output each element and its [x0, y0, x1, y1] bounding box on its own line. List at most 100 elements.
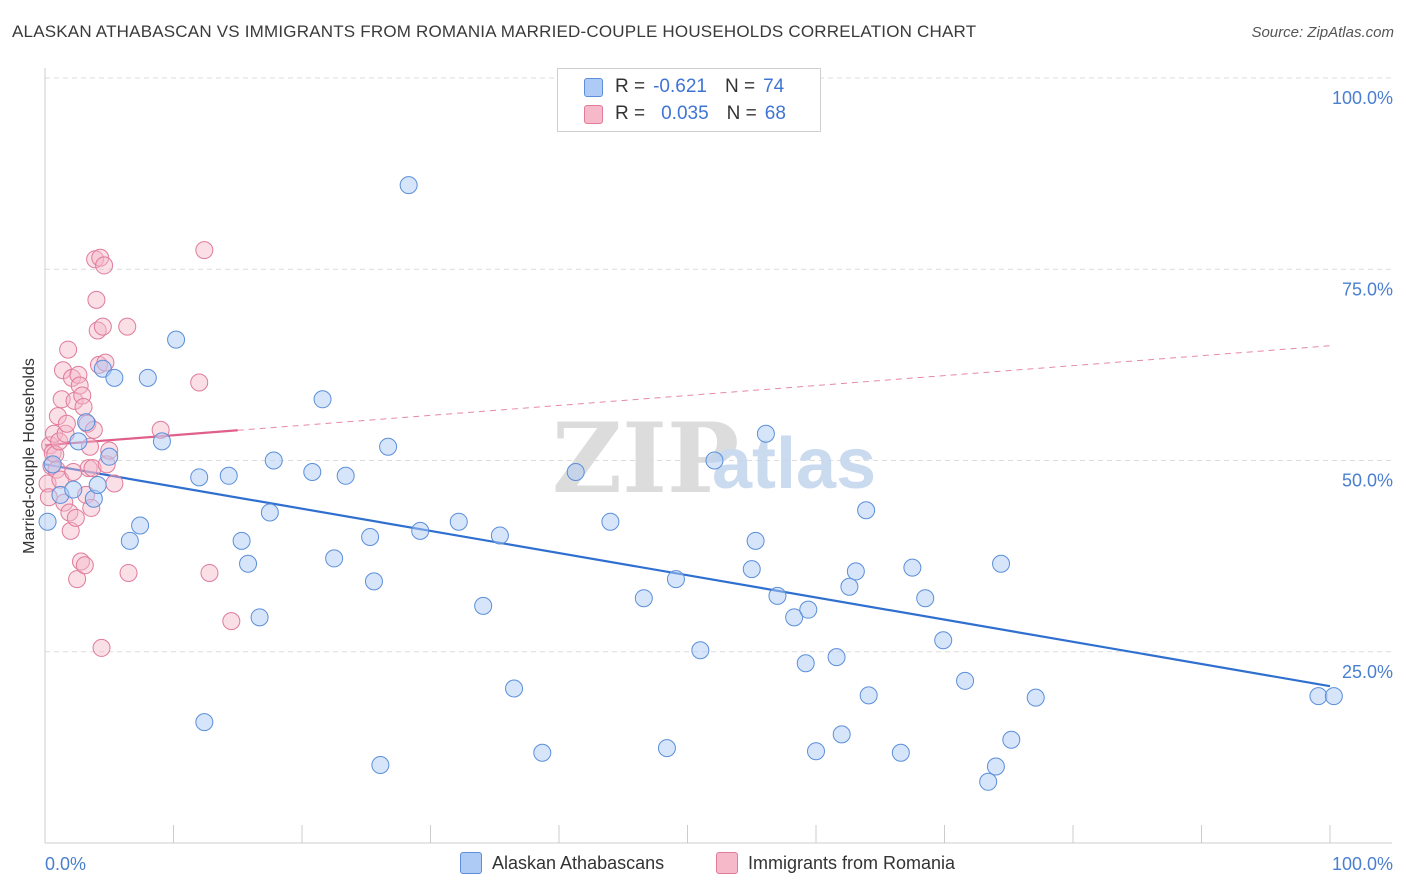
point-athabascan — [195, 713, 214, 732]
point-athabascan — [411, 521, 430, 540]
point-romania — [95, 256, 114, 275]
point-romania — [119, 563, 138, 582]
watermark: ZIP atlas — [552, 402, 876, 515]
legend-swatch-pink — [584, 104, 603, 124]
point-romania — [52, 390, 71, 409]
point-athabascan — [533, 743, 552, 762]
point-athabascan — [100, 447, 119, 466]
point-athabascan — [992, 554, 1011, 573]
legend-row-romania: R = 0.035 N = 68 — [584, 102, 786, 126]
series-legend-romania[interactable]: Immigrants from Romania — [716, 852, 955, 874]
point-athabascan — [336, 466, 355, 485]
point-athabascan — [190, 468, 209, 487]
point-romania — [93, 317, 112, 336]
point-athabascan — [859, 686, 878, 705]
y-axis-label: Married-couple Households — [21, 358, 38, 554]
point-romania — [66, 508, 85, 527]
source-credit: Source: ZipAtlas.com — [1251, 24, 1394, 41]
series-swatch-blue — [460, 852, 482, 874]
point-romania — [48, 407, 67, 426]
point-romania — [79, 459, 98, 478]
point-athabascan — [77, 413, 96, 432]
point-athabascan — [857, 501, 876, 520]
point-athabascan — [399, 176, 418, 195]
point-athabascan — [601, 512, 620, 531]
point-romania — [75, 556, 94, 575]
point-athabascan — [260, 503, 279, 522]
point-athabascan — [38, 512, 57, 531]
point-athabascan — [474, 596, 493, 615]
point-athabascan — [916, 589, 935, 608]
legend-r-label: R = — [615, 103, 646, 124]
point-athabascan — [634, 589, 653, 608]
point-athabascan — [666, 570, 685, 589]
legend-r-value: 0.035 — [661, 103, 709, 124]
chart-title: ALASKAN ATHABASCAN VS IMMIGRANTS FROM RO… — [12, 22, 977, 41]
point-athabascan — [88, 475, 107, 494]
point-athabascan — [934, 631, 953, 650]
point-athabascan — [756, 424, 775, 443]
point-athabascan — [566, 462, 585, 481]
point-athabascan — [371, 755, 390, 774]
point-athabascan — [167, 330, 186, 349]
point-romania — [73, 386, 92, 405]
point-athabascan — [891, 743, 910, 762]
point-athabascan — [785, 608, 804, 627]
point-athabascan — [131, 516, 150, 535]
point-athabascan — [1002, 730, 1021, 749]
point-athabascan — [505, 679, 524, 698]
point-athabascan — [903, 558, 922, 577]
point-athabascan — [219, 466, 238, 485]
point-athabascan — [705, 451, 724, 470]
series-legend-athabascan[interactable]: Alaskan Athabascans — [460, 852, 664, 874]
point-romania — [222, 612, 241, 631]
point-athabascan — [827, 648, 846, 667]
x-tick-label: 0.0% — [45, 854, 86, 874]
watermark-atlas: atlas — [712, 424, 876, 504]
point-athabascan — [105, 368, 124, 387]
point-romania — [64, 462, 83, 481]
series-label-romania: Immigrants from Romania — [748, 852, 956, 873]
point-athabascan — [768, 586, 787, 605]
y-tick-label: 25.0% — [1342, 662, 1393, 682]
trend-layer — [44, 345, 1331, 688]
point-romania — [83, 459, 102, 478]
point-romania — [195, 241, 214, 260]
y-tick-label: 50.0% — [1342, 471, 1393, 491]
point-athabascan — [832, 725, 851, 744]
point-athabascan — [691, 641, 710, 660]
point-athabascan — [313, 390, 332, 409]
point-athabascan — [657, 739, 676, 758]
point-romania — [190, 373, 209, 392]
point-athabascan — [250, 608, 269, 627]
point-romania — [92, 638, 111, 657]
point-romania — [105, 474, 124, 493]
point-athabascan — [799, 600, 818, 619]
point-romania — [68, 570, 87, 589]
series-legend: Alaskan Athabascans Immigrants from Roma… — [0, 852, 1406, 878]
legend-r-value: -0.621 — [653, 76, 707, 97]
point-athabascan — [840, 577, 859, 596]
point-athabascan — [986, 757, 1005, 776]
point-athabascan — [956, 671, 975, 690]
point-athabascan — [69, 432, 88, 451]
y-tick-label: 75.0% — [1342, 279, 1393, 299]
point-athabascan — [449, 512, 468, 531]
point-athabascan — [64, 480, 83, 499]
legend-n-value: 68 — [764, 103, 786, 124]
legend-n-label: N = — [726, 103, 757, 124]
point-athabascan — [742, 560, 761, 579]
point-athabascan — [364, 572, 383, 591]
legend-row-athabascan: R = -0.621 N = 74 — [584, 75, 784, 99]
point-athabascan — [325, 549, 344, 568]
y-tick-label: 100.0% — [1332, 88, 1393, 108]
series-swatch-pink — [716, 852, 738, 874]
trend-line-romania-dashed — [237, 345, 1331, 431]
point-romania — [57, 414, 76, 433]
point-athabascan — [1324, 687, 1343, 706]
point-athabascan — [303, 462, 322, 481]
point-athabascan — [232, 531, 251, 550]
point-athabascan — [796, 654, 815, 673]
legend-n-value: 74 — [763, 76, 785, 97]
